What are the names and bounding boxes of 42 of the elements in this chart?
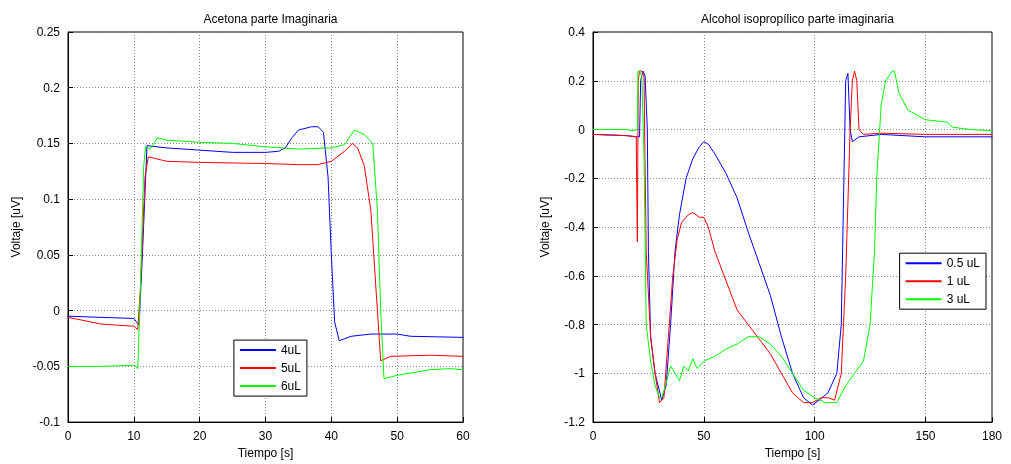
y-tick-label: 0.2	[568, 73, 586, 88]
y-tick-label: 0.4	[568, 25, 586, 39]
legend-label: 6uL	[280, 379, 302, 394]
x-tick-label: 150	[915, 429, 936, 444]
y-tick-label: 0	[53, 303, 61, 318]
y-tick-label: 0.05	[36, 247, 61, 262]
y-tick-label: 0.1	[43, 192, 61, 207]
y-axis-title: Voltaje [uV]	[8, 196, 23, 258]
x-tick-label: 40	[324, 429, 339, 444]
x-axis-title: Tiempo [s]	[764, 446, 821, 460]
x-tick-label: 20	[192, 429, 207, 444]
x-tick-label: 50	[697, 429, 711, 444]
y-tick-label: -0.05	[32, 359, 61, 374]
line-series	[67, 126, 464, 342]
chart-title: Alcohol isopropílico parte imaginaria	[701, 12, 895, 26]
x-tick-label: 0	[64, 429, 72, 444]
x-tick-label: 100	[804, 429, 825, 444]
x-axis-title: Tiempo [s]	[237, 446, 294, 460]
legend-label: 5uL	[280, 361, 302, 376]
x-tick-label: 180	[981, 429, 1003, 444]
y-tick-label: -0.6	[564, 268, 586, 283]
y-tick-label: -0.1	[39, 415, 61, 430]
legend-label: 3 uL	[946, 292, 971, 307]
legend-label: 1 uL	[946, 274, 971, 289]
x-tick-label: 30	[258, 429, 273, 444]
y-tick-label: 0.25	[36, 25, 61, 39]
y-tick-label: -0.2	[564, 171, 586, 186]
y-axis-title: Voltaje [uV]	[538, 196, 552, 258]
x-tick-label: 60	[456, 429, 470, 444]
x-tick-label: 0	[589, 429, 597, 444]
y-tick-label: -0.8	[564, 317, 586, 332]
y-tick-label: -1.2	[564, 415, 586, 430]
y-tick-label: -1	[574, 366, 586, 381]
legend-label: 0.5 uL	[946, 256, 981, 271]
chart-title: Acetona parte Imaginaria	[203, 12, 338, 26]
x-tick-label: 10	[127, 429, 141, 444]
y-tick-label: 0	[578, 122, 586, 137]
x-tick-label: 50	[390, 429, 405, 444]
legend-label: 4uL	[280, 343, 302, 358]
y-tick-label: 0.2	[43, 80, 61, 95]
y-tick-label: 0.15	[36, 136, 61, 151]
y-tick-label: -0.4	[564, 220, 586, 235]
